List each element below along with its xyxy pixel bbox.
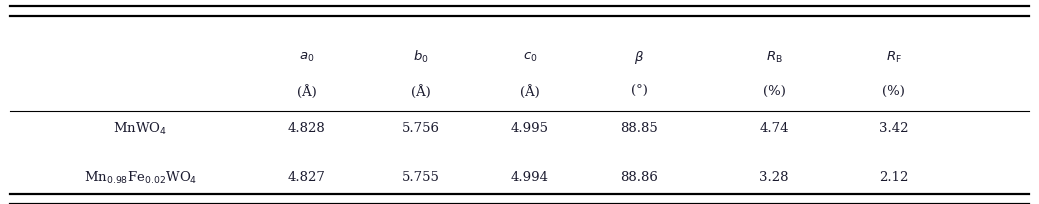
Text: $R_{\rm B}$: $R_{\rm B}$ xyxy=(766,50,782,65)
Text: $a_0$: $a_0$ xyxy=(299,51,314,64)
Text: 4.994: 4.994 xyxy=(511,171,549,184)
Text: Mn$_{0.98}$Fe$_{0.02}$WO$_4$: Mn$_{0.98}$Fe$_{0.02}$WO$_4$ xyxy=(83,170,197,185)
Text: 5.755: 5.755 xyxy=(402,171,439,184)
Text: 3.42: 3.42 xyxy=(879,122,908,135)
Text: 2.12: 2.12 xyxy=(879,171,908,184)
Text: (Å): (Å) xyxy=(520,85,540,99)
Text: MnWO$_4$: MnWO$_4$ xyxy=(113,121,167,136)
Text: 4.827: 4.827 xyxy=(288,171,325,184)
Text: $R_{\rm F}$: $R_{\rm F}$ xyxy=(885,50,902,65)
Text: 88.85: 88.85 xyxy=(620,122,658,135)
Text: $\beta$: $\beta$ xyxy=(634,49,644,66)
Text: 3.28: 3.28 xyxy=(760,171,789,184)
Text: (%): (%) xyxy=(882,85,905,98)
Text: 4.995: 4.995 xyxy=(511,122,549,135)
Text: (%): (%) xyxy=(763,85,785,98)
Text: 88.86: 88.86 xyxy=(620,171,658,184)
Text: 4.74: 4.74 xyxy=(760,122,789,135)
Text: $b_0$: $b_0$ xyxy=(412,49,429,65)
Text: (Å): (Å) xyxy=(410,85,431,99)
Text: 4.828: 4.828 xyxy=(288,122,325,135)
Text: 5.756: 5.756 xyxy=(402,122,439,135)
Text: $c_0$: $c_0$ xyxy=(523,51,537,64)
Text: (°): (°) xyxy=(631,85,647,98)
Text: (Å): (Å) xyxy=(296,85,317,99)
